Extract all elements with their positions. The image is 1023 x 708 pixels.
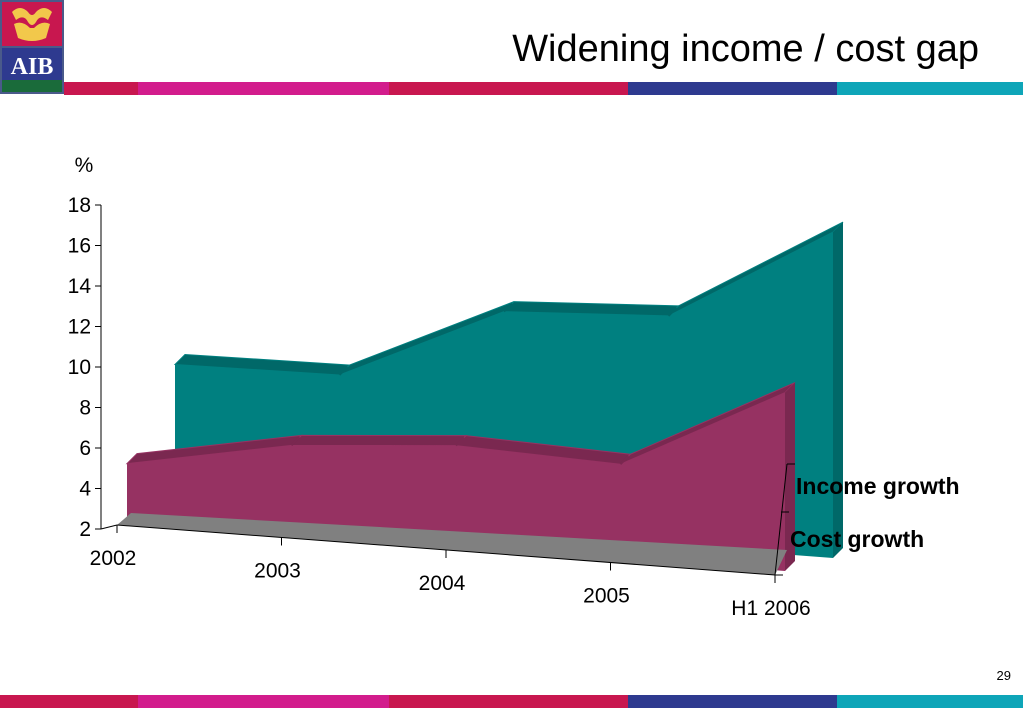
legend-cost-growth: Cost growth <box>790 526 924 552</box>
stripe-segment <box>389 695 628 708</box>
income-data-point <box>338 366 349 376</box>
y-tick-label: 10 <box>68 356 91 379</box>
aib-logo: AIB <box>0 0 64 94</box>
y-tick-label: 16 <box>68 235 91 258</box>
header-stripe <box>64 82 1023 95</box>
page-number: 29 <box>996 668 1011 683</box>
stripe-segment <box>837 695 1023 708</box>
income-end-cap <box>833 222 843 558</box>
aib-logo-mark: AIB <box>0 0 64 94</box>
cost-top-edge <box>290 434 468 447</box>
legend-layer: Income growth Cost growth <box>774 463 960 576</box>
footer-stripe <box>0 695 1023 708</box>
x-tick-label: 2005 <box>583 585 630 608</box>
y-tick-label: 18 <box>68 194 91 217</box>
x-tick-label: 2002 <box>90 547 137 570</box>
stripe-segment <box>0 695 138 708</box>
income-data-point <box>667 307 678 317</box>
cost-data-point <box>455 436 465 447</box>
depth-axis-line <box>774 463 788 576</box>
y-tick-label: 8 <box>79 397 91 420</box>
cost-end-cap <box>785 382 795 571</box>
floor-layer <box>117 513 787 575</box>
stripe-segment <box>628 82 837 95</box>
y-tick-label: 2 <box>79 518 91 541</box>
y-axis-label: % <box>75 154 94 177</box>
page-title: Widening income / cost gap <box>512 28 979 70</box>
stripe-segment <box>837 82 1023 95</box>
legend-income-growth: Income growth <box>796 473 960 499</box>
stripe-segment <box>64 82 138 95</box>
stripe-segment <box>138 82 389 95</box>
axes-layer: % 2 4 6 8 10 12 14 16 18 2002 2003 2004 2005 H1 2006 <box>68 154 811 620</box>
stripe-segment <box>138 695 389 708</box>
y-tick-label: 14 <box>68 275 92 298</box>
cost-data-point <box>290 436 301 447</box>
x-tick-label: H1 2006 <box>731 597 810 620</box>
y-tick-label: 6 <box>79 437 91 460</box>
svg-text:AIB: AIB <box>11 54 54 80</box>
income-data-point <box>503 302 513 313</box>
y-tick-label: 4 <box>79 478 91 501</box>
stripe-segment <box>628 695 837 708</box>
x-tick-label: 2004 <box>419 572 466 595</box>
x-tick-label: 2003 <box>254 560 301 583</box>
stripe-segment <box>389 82 628 95</box>
axis-corner <box>100 524 118 530</box>
y-tick-label: 12 <box>68 316 91 339</box>
chart-floor <box>117 513 787 575</box>
cost-data-point <box>619 455 630 465</box>
